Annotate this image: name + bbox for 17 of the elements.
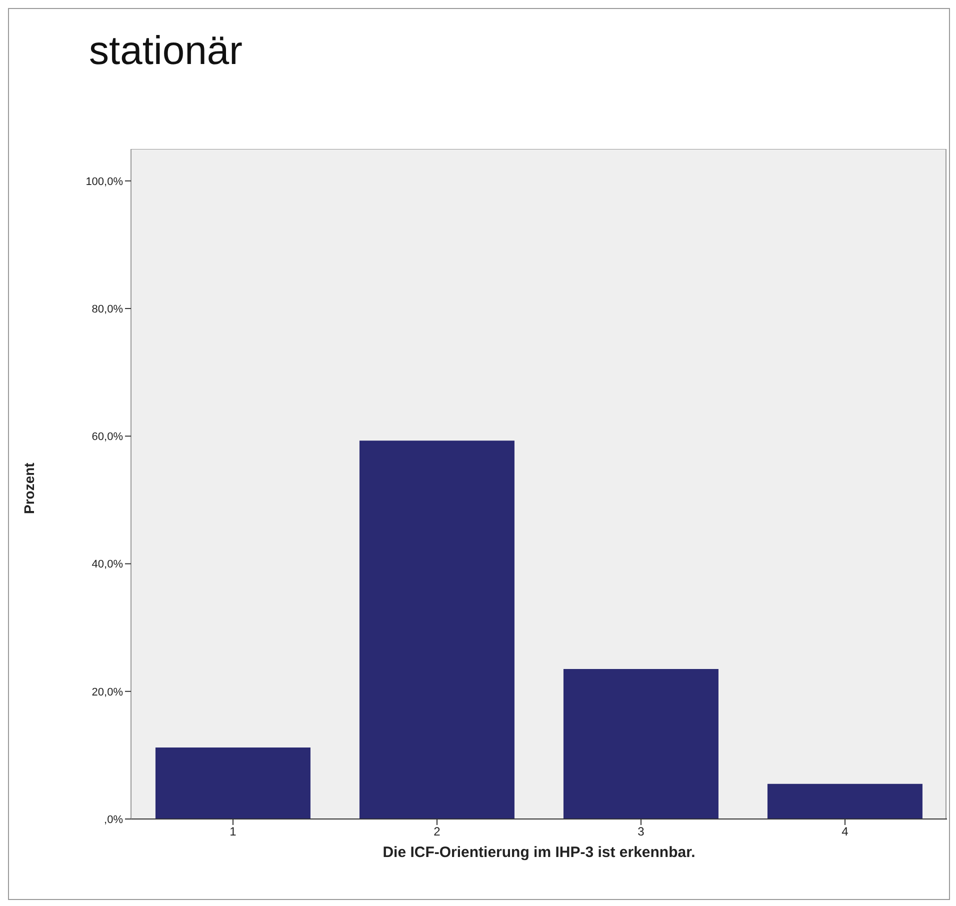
x-tick-label: 2 — [434, 824, 441, 839]
y-tick-label: 40,0% — [92, 558, 124, 571]
bar — [359, 440, 514, 819]
y-tick-label: 100,0% — [86, 176, 124, 188]
bar — [155, 748, 310, 819]
x-tick-label: 4 — [842, 824, 849, 839]
chart-title: stationär — [89, 29, 242, 74]
y-tick-label: 60,0% — [92, 431, 124, 444]
x-axis-title: Die ICF-Orientierung im IHP-3 ist erkennbar. — [382, 844, 696, 861]
y-tick-label: 80,0% — [92, 303, 124, 316]
bar — [767, 784, 922, 819]
y-tick-label: ,0% — [104, 814, 124, 826]
y-tick-label: 20,0% — [92, 686, 124, 698]
x-tick-label: 1 — [230, 824, 237, 839]
x-tick-label: 3 — [638, 824, 645, 839]
bar — [563, 669, 718, 819]
y-axis-title: Prozent — [20, 462, 37, 514]
